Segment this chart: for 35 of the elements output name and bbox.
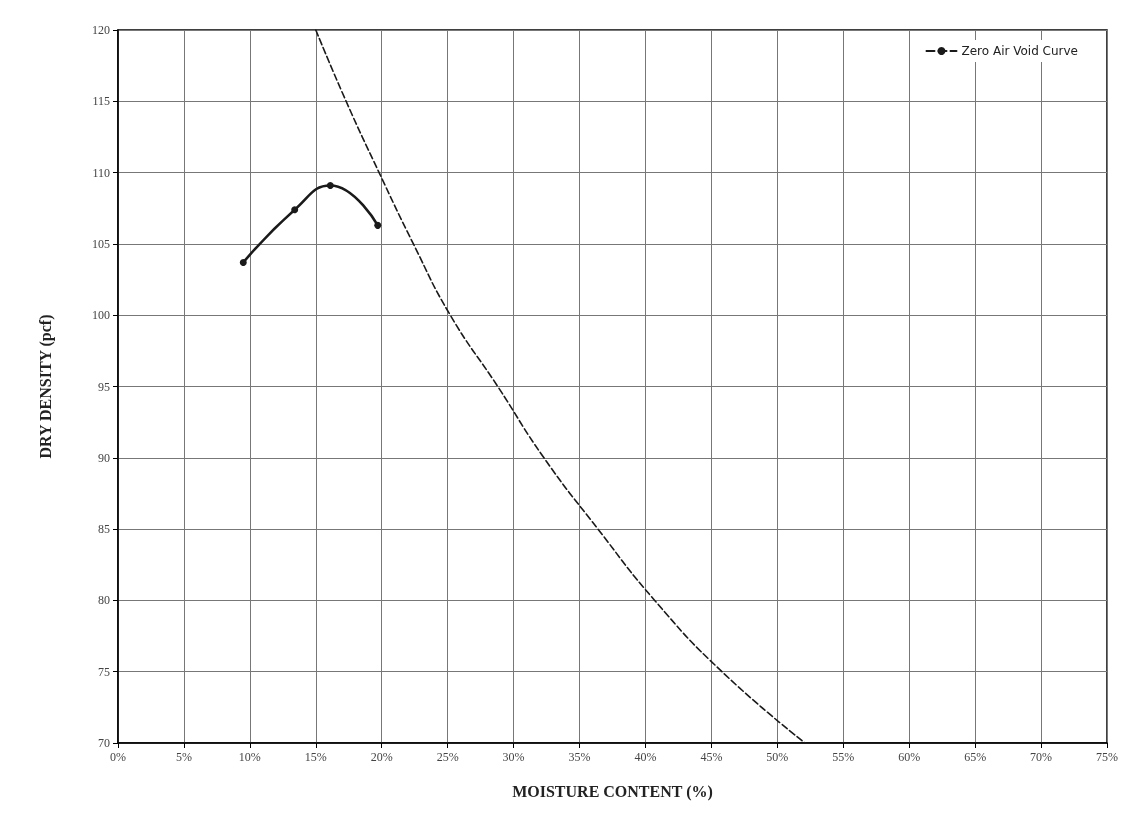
x-tick-label: 15% bbox=[304, 750, 327, 764]
x-axis-title: MOISTURE CONTENT (%) bbox=[512, 782, 713, 801]
x-tick-label: 35% bbox=[568, 750, 591, 764]
legend-label: Zero Air Void Curve bbox=[961, 44, 1079, 58]
x-tick-label: 65% bbox=[964, 750, 987, 764]
x-tick-label: 45% bbox=[700, 750, 723, 764]
x-tick-label: 60% bbox=[898, 750, 921, 764]
x-tick-label: 0% bbox=[110, 750, 126, 764]
line-series bbox=[315, 29, 806, 744]
x-tick-label: 5% bbox=[175, 750, 192, 764]
x-tick-label: 20% bbox=[370, 750, 393, 764]
y-tick-label: 80 bbox=[98, 593, 110, 608]
point bbox=[291, 206, 299, 214]
y-tick-label: 75 bbox=[98, 664, 110, 679]
y-tick-label: 70 bbox=[98, 736, 110, 750]
x-tick-label: 10% bbox=[238, 750, 261, 764]
y-tick-label: 90 bbox=[98, 450, 110, 465]
y-tick-label: 115 bbox=[92, 94, 110, 109]
y-axis-title: DRY DENSITY (pcf) bbox=[36, 314, 55, 459]
y-tick-label: 100 bbox=[92, 308, 110, 323]
y-tick-label: 110 bbox=[92, 165, 110, 180]
point bbox=[326, 181, 334, 189]
point bbox=[239, 258, 247, 266]
y-tick-label: 85 bbox=[98, 522, 110, 537]
x-tick-label: 40% bbox=[634, 750, 657, 764]
x-tick-label: 30% bbox=[502, 750, 525, 764]
y-tick-label: 105 bbox=[92, 236, 110, 251]
y-tick-label: 95 bbox=[98, 379, 110, 394]
x-tick-label: 70% bbox=[1030, 750, 1053, 764]
x-tick-label: 50% bbox=[766, 750, 789, 764]
x-tick-label: 25% bbox=[436, 750, 459, 764]
point bbox=[374, 221, 382, 229]
x-tick-label: 75% bbox=[1096, 750, 1118, 764]
x-tick-label: 55% bbox=[832, 750, 855, 764]
y-tick-label: 120 bbox=[92, 23, 110, 37]
